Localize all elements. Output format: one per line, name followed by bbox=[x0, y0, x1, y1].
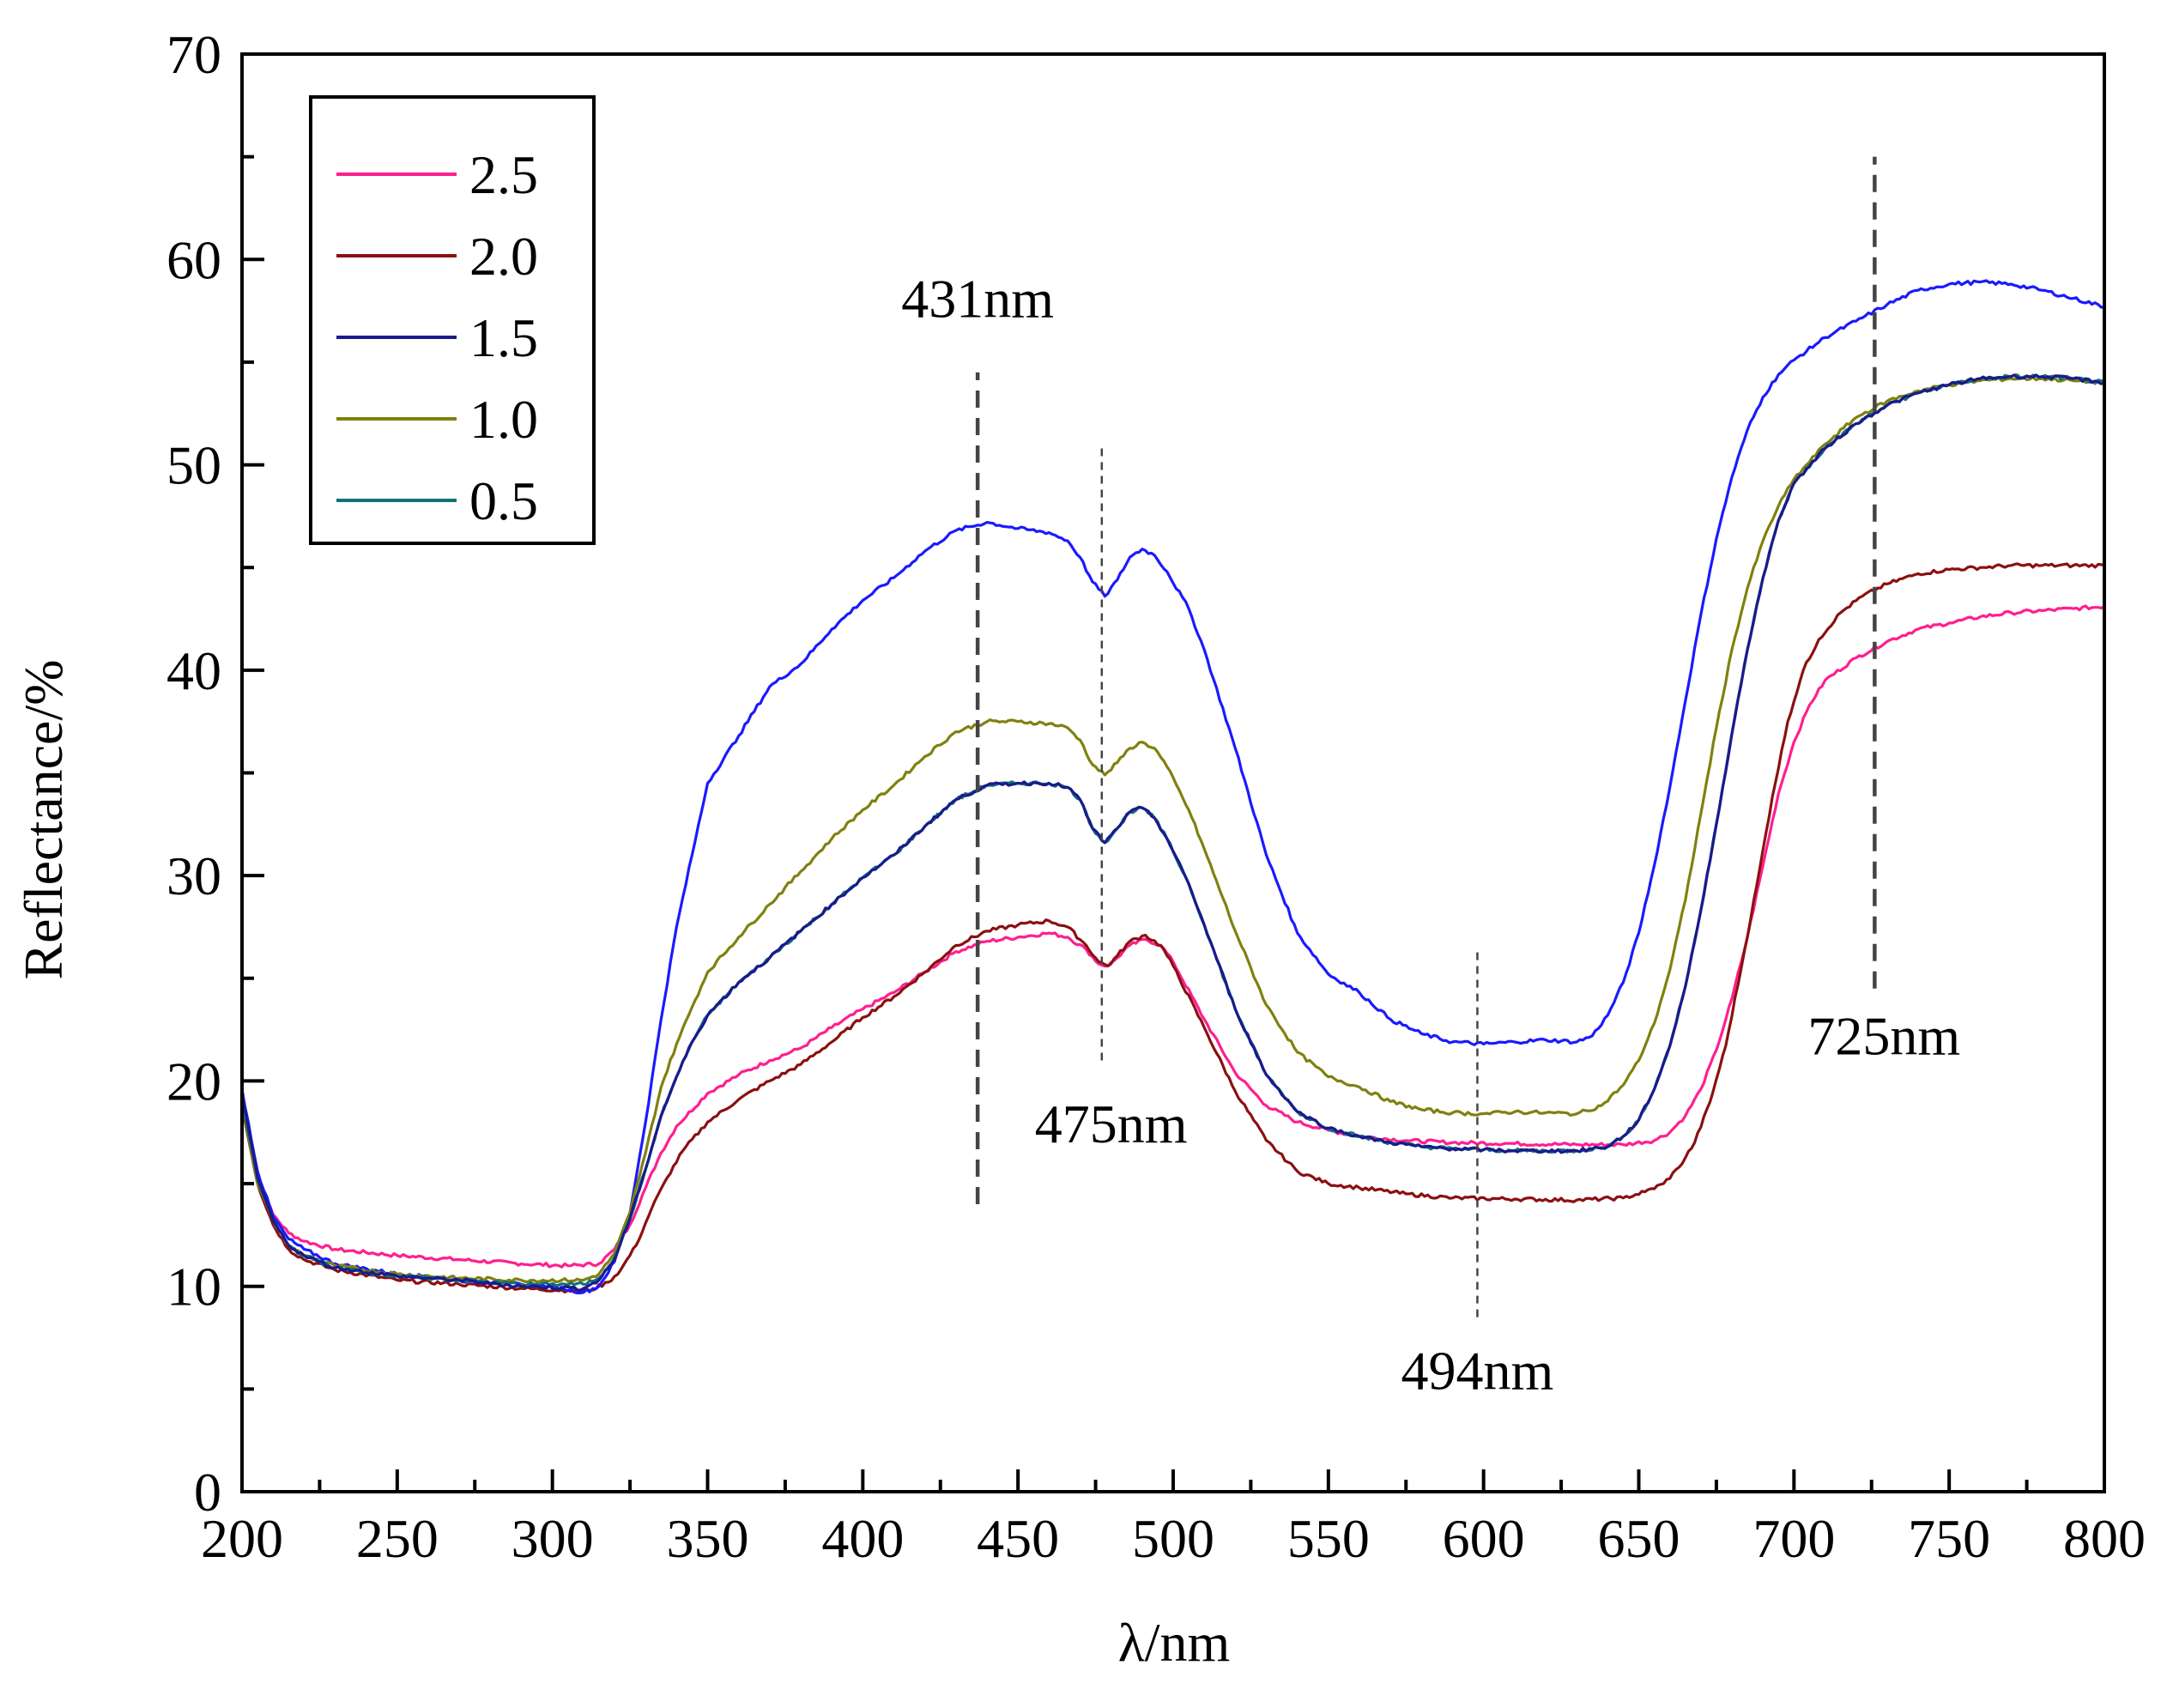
annotation-label-494nm: 494nm bbox=[1401, 1340, 1554, 1401]
x-tick-label-350: 350 bbox=[667, 1508, 749, 1569]
x-tick-label-700: 700 bbox=[1752, 1508, 1835, 1569]
x-axis-label: λ/nm bbox=[1118, 1612, 1231, 1673]
x-tick-label-650: 650 bbox=[1598, 1508, 1680, 1569]
legend-label-2.5: 2.5 bbox=[469, 144, 538, 205]
x-tick-label-750: 750 bbox=[1908, 1508, 1990, 1569]
legend-label-1.0: 1.0 bbox=[469, 389, 538, 450]
series-layer bbox=[240, 279, 2105, 1295]
legend: 2.5 2.0 1.5 1.0 0.5 bbox=[309, 95, 596, 545]
y-tick-label-0: 0 bbox=[194, 1462, 221, 1523]
y-tick-label-50: 50 bbox=[166, 435, 221, 496]
y-tick-label-20: 20 bbox=[166, 1051, 221, 1111]
legend-label-0.5: 0.5 bbox=[469, 470, 538, 531]
y-tick-label-30: 30 bbox=[166, 845, 221, 906]
x-tick-label-200: 200 bbox=[201, 1508, 283, 1569]
legend-box bbox=[309, 95, 596, 545]
x-tick-label-500: 500 bbox=[1132, 1508, 1214, 1569]
axes-layer: 200 250 300 350 400 450 500 550 600 650 700 750 8000… bbox=[166, 24, 2146, 1569]
x-tick-label-600: 600 bbox=[1443, 1508, 1525, 1569]
annotation-layer: 431nm 475nm 494nm 725nm bbox=[901, 156, 1960, 1401]
x-tick-label-550: 550 bbox=[1287, 1508, 1370, 1569]
annotation-label-475nm: 475nm bbox=[1035, 1093, 1188, 1154]
y-tick-label-10: 10 bbox=[166, 1257, 221, 1317]
y-axis-label: Reflectance/% bbox=[13, 659, 74, 979]
x-tick-label-400: 400 bbox=[821, 1508, 904, 1569]
series-line-1-5 bbox=[240, 279, 2105, 1295]
x-tick-label-450: 450 bbox=[977, 1508, 1059, 1569]
legend-label-1.5: 1.5 bbox=[469, 307, 538, 368]
series-line-2-5 bbox=[240, 604, 2105, 1269]
legend-label-2.0: 2.0 bbox=[469, 226, 538, 287]
y-tick-label-70: 70 bbox=[166, 24, 221, 85]
x-tick-label-250: 250 bbox=[356, 1508, 439, 1569]
annotation-label-431nm: 431nm bbox=[901, 268, 1054, 329]
x-tick-label-300: 300 bbox=[511, 1508, 594, 1569]
y-tick-label-40: 40 bbox=[166, 640, 221, 701]
annotation-label-725nm: 725nm bbox=[1807, 1005, 1960, 1066]
series-line-1-5-b bbox=[240, 373, 2105, 1292]
series-line-2-0 bbox=[240, 562, 2105, 1294]
x-tick-label-800: 800 bbox=[2063, 1508, 2146, 1569]
y-tick-label-60: 60 bbox=[166, 229, 221, 290]
series-line-1-0 bbox=[240, 375, 2105, 1284]
